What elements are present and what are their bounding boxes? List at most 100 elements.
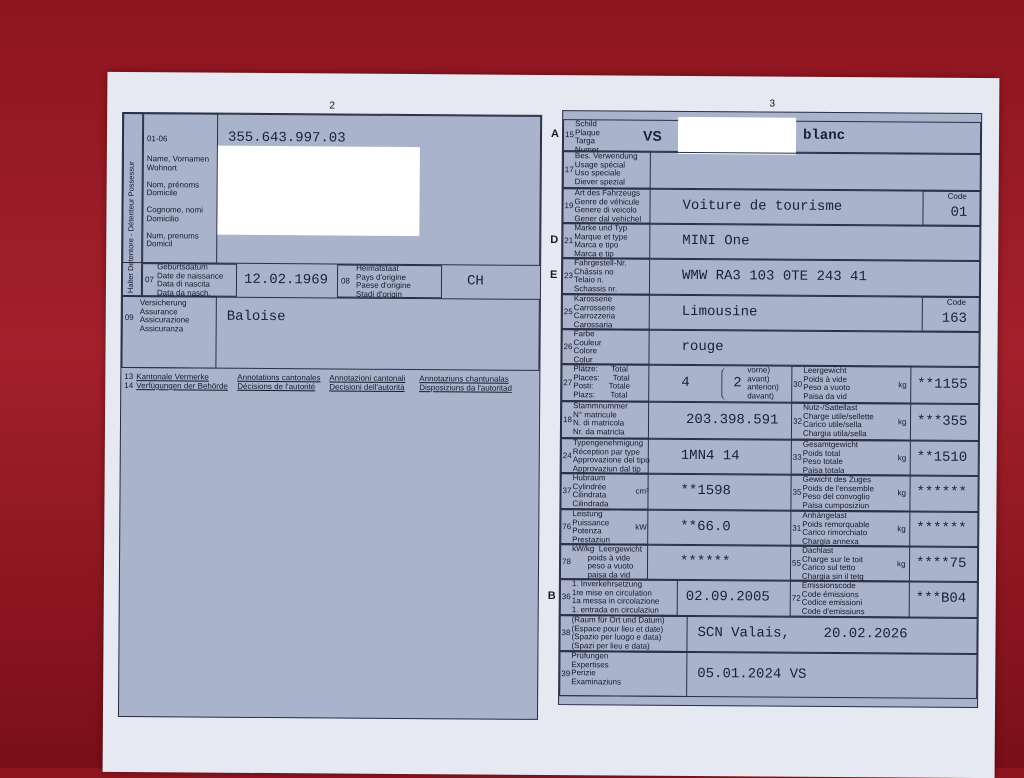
field-labels: Prüfungen Expertises Perizie Examinaziun… xyxy=(571,651,622,686)
field-value-2: **1510 xyxy=(916,449,968,466)
remarks-it: Annotazioni cantonali Decisioni dell'aut… xyxy=(329,373,406,392)
field-value: Voiture de tourisme xyxy=(682,197,843,215)
field-number-2: 31 xyxy=(792,523,802,533)
birth-num: 07 xyxy=(144,275,154,285)
origin-country: CH xyxy=(466,273,484,290)
field-number: 37 xyxy=(562,486,572,496)
field-labels: 1. Inverkehrsetzung 1re mise en circulat… xyxy=(571,579,660,615)
birth-date: 12.02.1969 xyxy=(243,271,329,289)
field-labels: Leistung Puissance Potenza Prestaziun xyxy=(572,509,611,544)
field-value: ****** xyxy=(679,553,731,570)
field-labels: Bes. Verwendung Usage spécial Uso specia… xyxy=(574,151,638,187)
holder-code: 01-06 xyxy=(146,134,168,144)
origin-num: 08 xyxy=(340,276,350,286)
field-labels-2: Gesamtgewicht Poids total Peso totale Pa… xyxy=(802,439,859,475)
vehicle-registration-document: 2 Halter Detentore - Détenteur Possessur… xyxy=(102,71,1000,778)
plate-canton: VS xyxy=(642,127,662,144)
field-labels: (Raum für Ort und Datum) (Espace pour li… xyxy=(571,615,665,651)
field-number-2: 72 xyxy=(791,593,801,603)
page-number: 3 xyxy=(769,98,776,110)
vehicle-panel: 3 A 15 Schild Plaque Targa Numer VS blanc 17 B… xyxy=(548,99,983,708)
insurance-labels: Versicherung Assurance Assicurazione Ass… xyxy=(139,298,190,333)
field-value: MINI One xyxy=(682,232,750,249)
field-labels: kW/kg Leergewicht poids à vide peso a vu… xyxy=(571,544,642,580)
field-labels: Fahrgestell-Nr. Châssis no Telaio n. Sch… xyxy=(573,258,627,293)
field-value: WMW RA3 103 0TE 243 41 xyxy=(681,267,867,286)
field-number: 36 xyxy=(561,592,571,602)
field-labels-2: Anhängelast Poids remorquable Carico rim… xyxy=(802,510,870,546)
field-value: 05.01.2024 VS xyxy=(697,665,807,683)
side-letter: B xyxy=(547,589,556,603)
field-number: 15 xyxy=(564,130,574,140)
field-number: 24 xyxy=(562,450,572,460)
field-labels: Marke und Typ Marque et type Marca e tip… xyxy=(574,223,628,258)
field-value-2: ***355 xyxy=(916,413,968,430)
field-number-2: 35 xyxy=(792,487,802,497)
field-value-2: ***B04 xyxy=(915,590,967,607)
field-number: 17 xyxy=(564,164,574,174)
holder-labels: Name, Vornamen Wohnort Nom, prénoms Domi… xyxy=(146,154,210,249)
field-number: 78 xyxy=(562,556,571,566)
field-labels-2: Leergewicht Poids à vide Peso a vuoto Pa… xyxy=(803,365,851,401)
code-value: 163 xyxy=(941,310,968,327)
field-value-2: ****75 xyxy=(915,555,967,572)
field-labels-2: Gewicht des Zuges Poids de l'ensemble Pe… xyxy=(802,474,874,510)
remarks-fr: Annotations cantonales Décisions de l'au… xyxy=(237,372,321,392)
field-unit-2: kg xyxy=(897,523,906,533)
field-unit: kW xyxy=(635,522,647,532)
holder-panel: 2 Halter Detentore - Détenteur Possessur… xyxy=(117,100,543,720)
field-labels: Farbe Couleur Colore Colur xyxy=(573,329,602,364)
field-value: blanc xyxy=(802,127,846,145)
field-labels: Hubraum Cylindrée Cilindrata Cilindrada xyxy=(572,473,609,508)
field-unit-2: kg xyxy=(897,452,907,462)
field-value: 02.09.2005 xyxy=(685,588,770,606)
field-labels: Karosserie Carrosserie Carrozzeria Caros… xyxy=(573,294,616,329)
field-number-2: 30 xyxy=(793,379,803,389)
field-value: 203.398.591 xyxy=(685,411,779,429)
side-letter: E xyxy=(550,268,558,282)
field-number: 26 xyxy=(563,341,573,351)
field-value-2: ****** xyxy=(916,484,968,501)
field-number-2: 33 xyxy=(792,452,802,462)
side-letter: A xyxy=(550,127,560,141)
holder-number: 355.643.997.03 xyxy=(227,129,346,147)
remarks-de: Kantonale Vermerke Verfügungen der Behör… xyxy=(136,372,228,391)
field-number-2: 55 xyxy=(792,558,801,568)
field-number: 76 xyxy=(562,521,572,531)
field-labels: Schild Plaque Targa Numer xyxy=(574,119,600,154)
field-number: 23 xyxy=(564,271,573,281)
field-unit-2: kg xyxy=(898,379,907,389)
side-letter: D xyxy=(550,233,559,246)
field-value: **1598 xyxy=(680,482,732,500)
field-value-2: ****** xyxy=(916,520,967,537)
field-value: Limousine xyxy=(681,303,758,320)
origin-labels: Heimatstaat Pays d'origine Paese d'origi… xyxy=(355,263,411,299)
field-unit-2: kg xyxy=(898,416,907,426)
field-number: 25 xyxy=(563,306,573,316)
field-value: SCN Valais, 20.02.2026 xyxy=(697,625,908,643)
field-number: 39 xyxy=(561,668,571,678)
field-number-2: 32 xyxy=(793,416,802,426)
front-seats-value: 2 xyxy=(733,374,742,391)
field-labels-2: Emissionscode Code émissions Codice emis… xyxy=(801,580,865,616)
insurance-company: Baloise xyxy=(226,308,286,326)
redacted-plate-number xyxy=(677,116,797,155)
remarks-nums: 13 14 xyxy=(124,372,134,391)
code-label: Code xyxy=(947,191,967,201)
insurance-num: 09 xyxy=(124,313,134,323)
birth-labels: Geburtsdatum Date de naissance Data di n… xyxy=(156,262,224,298)
field-labels: Art des Fahrzeugs Genre de véhicule Gene… xyxy=(574,188,642,224)
field-value-2: **1155 xyxy=(917,376,968,393)
field-number: 21 xyxy=(564,235,574,245)
holder-vertical-label: Halter Detentore - Détenteur Possessur xyxy=(125,161,136,294)
field-value: rouge xyxy=(681,338,724,355)
code-value: 01 xyxy=(950,204,968,221)
front-seats-labels: vorne) avant) anterion) davant) xyxy=(747,365,779,401)
field-number: 38 xyxy=(561,628,571,638)
field-number: 27 xyxy=(563,377,573,387)
field-labels-2: Nutz-/Sattellast Charge utile/sellette C… xyxy=(802,402,874,438)
field-number: 18 xyxy=(563,414,572,424)
field-labels: Plätze: Total Places: Total Posti: Total… xyxy=(573,364,631,400)
redacted-holder-name xyxy=(217,145,420,237)
code-label: Code xyxy=(946,297,967,307)
